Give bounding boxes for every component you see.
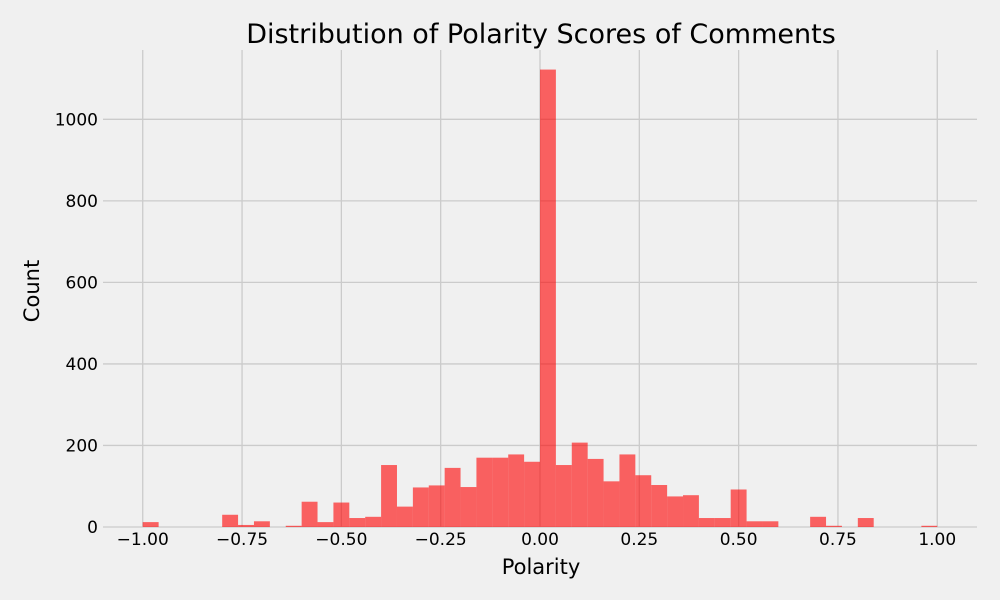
histogram-bar xyxy=(253,521,270,527)
histogram-bar xyxy=(412,487,429,527)
histogram-bar xyxy=(301,501,318,527)
x-tick-label: −0.50 xyxy=(315,530,367,550)
histogram-bar xyxy=(285,525,302,527)
histogram-bar xyxy=(238,524,254,527)
histogram-bar xyxy=(571,442,588,527)
tick-labels: −1.00 −0.75 −0.50 −0.25 0.00 0.25 0.50 0.75 1.00… xyxy=(55,110,956,550)
histogram-bar xyxy=(730,489,747,527)
x-tick-label: 0.00 xyxy=(521,530,559,550)
histogram-bar xyxy=(714,518,731,527)
histogram-bar xyxy=(428,485,445,527)
histogram-bar xyxy=(524,461,540,527)
histogram-bar xyxy=(555,465,572,527)
histogram-bar xyxy=(460,487,477,527)
histogram-bar xyxy=(698,518,715,527)
histogram-bar xyxy=(492,457,509,527)
x-tick-label: −0.75 xyxy=(216,530,268,550)
histogram-bar xyxy=(857,518,874,527)
histogram-bar xyxy=(444,467,461,527)
histogram-bar xyxy=(349,518,366,527)
y-tick-label: 0 xyxy=(87,518,98,538)
histogram-bar xyxy=(142,522,159,527)
y-tick-label: 1000 xyxy=(55,110,98,130)
y-axis-label: Count xyxy=(20,260,44,322)
histogram-bar xyxy=(317,522,334,527)
histogram-bar xyxy=(810,516,827,527)
histogram-bar xyxy=(222,514,239,527)
histogram-bar xyxy=(921,525,938,527)
histogram-bar xyxy=(619,454,636,527)
x-tick-label: 0.50 xyxy=(720,530,758,550)
x-tick-label: 1.00 xyxy=(918,530,956,550)
histogram-bar xyxy=(683,495,699,527)
chart-title: Distribution of Polarity Scores of Comme… xyxy=(246,19,836,50)
y-tick-label: 600 xyxy=(66,273,98,293)
x-tick-label: 0.25 xyxy=(620,530,658,550)
histogram-bars xyxy=(142,69,938,528)
histogram-bar xyxy=(476,457,493,527)
histogram-bar xyxy=(365,516,382,527)
histogram-bar xyxy=(826,525,842,527)
y-tick-label: 400 xyxy=(66,355,98,375)
x-tick-label: −0.25 xyxy=(415,530,467,550)
histogram-bar xyxy=(762,521,779,527)
histogram-bar xyxy=(381,465,397,527)
histogram-bar xyxy=(635,475,652,527)
y-tick-label: 800 xyxy=(66,192,98,212)
y-tick-label: 200 xyxy=(66,436,98,456)
x-tick-label: 0.75 xyxy=(819,530,857,550)
histogram-bar xyxy=(667,496,684,527)
histogram-bar xyxy=(508,454,525,527)
histogram-bar xyxy=(651,485,668,527)
x-tick-label: −1.00 xyxy=(117,530,169,550)
histogram-bar xyxy=(396,506,413,527)
x-axis-label: Polarity xyxy=(502,555,581,579)
histogram-bar xyxy=(540,69,556,528)
histogram-bar xyxy=(603,481,620,527)
histogram-bar xyxy=(333,502,350,527)
histogram-bar xyxy=(746,521,763,527)
histogram-bar xyxy=(587,458,604,527)
